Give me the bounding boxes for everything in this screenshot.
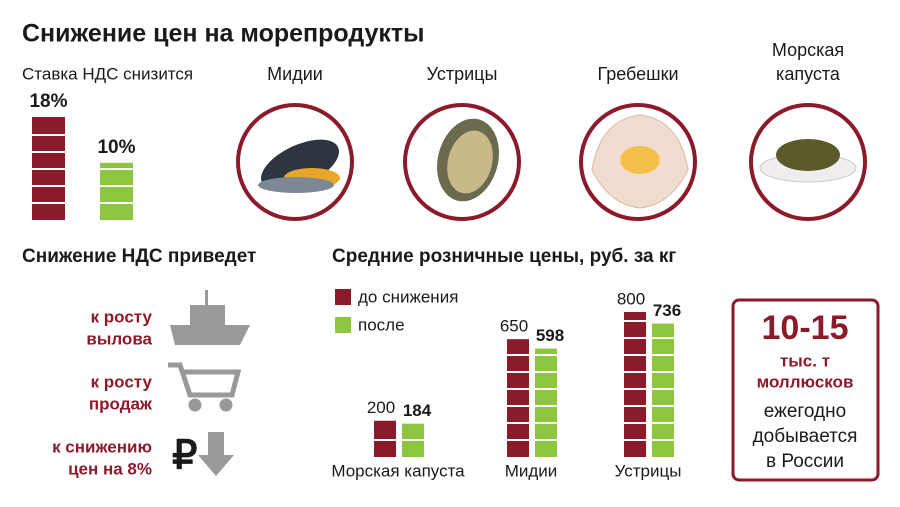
effect-label: к росту — [91, 307, 153, 326]
x-tick-label: Морская капуста — [331, 461, 465, 480]
legend-label: до снижения — [358, 287, 458, 306]
ship-icon — [170, 290, 250, 345]
bar — [100, 162, 133, 220]
callout-text: добывается — [753, 426, 858, 447]
x-tick-label: Мидии — [505, 461, 558, 480]
bar — [652, 323, 674, 457]
title: Снижение цен на морепродукты — [22, 20, 425, 48]
bar — [507, 339, 529, 457]
seaweed — [759, 139, 857, 183]
value-label: 598 — [536, 326, 564, 345]
svg-text:₽: ₽ — [172, 434, 197, 478]
product-label: Гребешки — [597, 64, 678, 84]
value-label: 200 — [367, 398, 395, 417]
value-label: 184 — [403, 401, 432, 420]
legend-label: после — [358, 315, 405, 334]
value-label: 10% — [97, 137, 135, 158]
chart-title: Средние розничные цены, руб. за кг — [332, 246, 676, 267]
callout-number: 10-15 — [762, 309, 849, 347]
value-label: 650 — [500, 317, 528, 336]
oyster — [437, 118, 499, 202]
callout-text: в России — [766, 451, 844, 472]
cart-icon — [168, 362, 242, 412]
effect-label: продаж — [89, 394, 153, 413]
ruble-arrow-icon: ₽ — [172, 432, 234, 478]
bar — [535, 348, 557, 457]
callout-text: ежегодно — [764, 401, 846, 422]
legend-swatch — [335, 317, 351, 333]
value-label: 800 — [617, 289, 645, 308]
bar — [374, 420, 396, 457]
chart-title: Ставка НДС снизится — [22, 64, 193, 83]
product-label: капуста — [776, 64, 841, 84]
callout-unit: тыс. т — [780, 351, 830, 370]
mussel — [258, 139, 340, 193]
callout-unit: моллюсков — [757, 372, 854, 391]
effect-label: к снижению — [52, 437, 152, 456]
x-tick-label: Устрицы — [615, 461, 682, 480]
product-label: Мидии — [267, 64, 323, 84]
legend-swatch — [335, 289, 351, 305]
product-label: Морская — [772, 40, 844, 60]
callout-box — [731, 298, 880, 482]
product-label: Устрицы — [427, 64, 498, 84]
effect-label: цен на 8% — [68, 459, 152, 478]
effects-title: Снижение НДС приведет — [22, 246, 256, 267]
effect-label: вылова — [86, 329, 152, 348]
value-label: 18% — [29, 91, 67, 112]
value-label: 736 — [653, 301, 681, 320]
scallop — [591, 114, 689, 209]
effect-label: к росту — [91, 372, 153, 391]
bar — [624, 312, 646, 457]
